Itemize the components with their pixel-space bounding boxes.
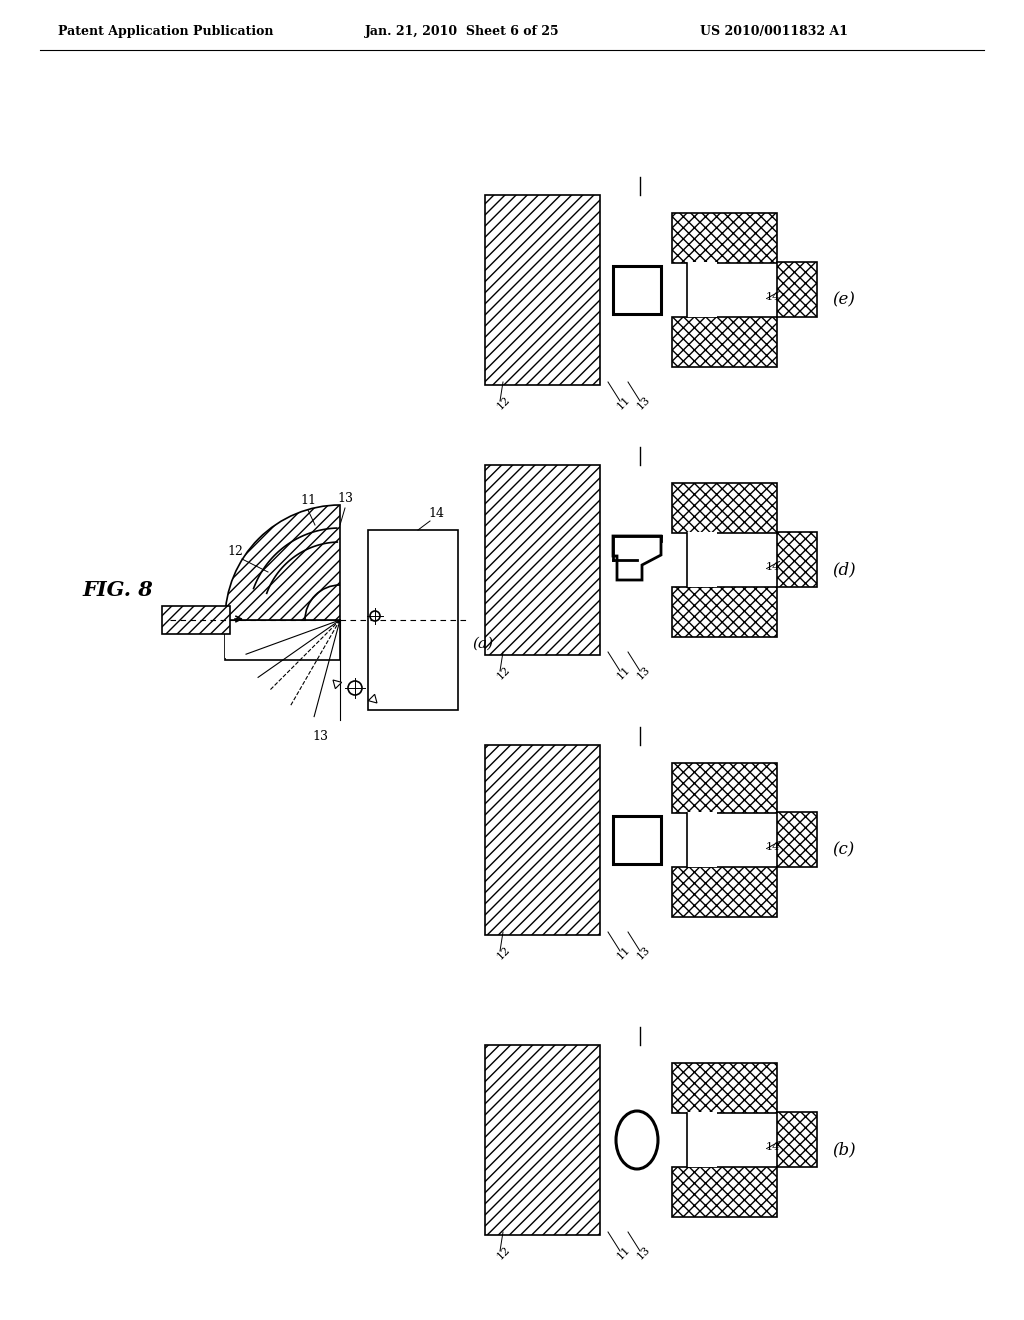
Text: 12: 12 bbox=[495, 664, 512, 681]
Bar bbox=[777, 532, 817, 587]
Bar bbox=[613, 816, 662, 865]
Text: Patent Application Publication: Patent Application Publication bbox=[58, 25, 273, 38]
Text: 11: 11 bbox=[615, 944, 632, 961]
Circle shape bbox=[348, 681, 362, 696]
Bar bbox=[672, 1167, 777, 1217]
Bar bbox=[672, 213, 777, 263]
Text: 11: 11 bbox=[615, 664, 632, 681]
Text: 13: 13 bbox=[312, 730, 328, 743]
Text: 12: 12 bbox=[227, 545, 243, 558]
Bar bbox=[777, 812, 817, 867]
Wedge shape bbox=[225, 506, 340, 620]
Text: 13: 13 bbox=[337, 492, 353, 506]
Text: 14: 14 bbox=[766, 1142, 780, 1152]
Bar bbox=[687, 261, 717, 317]
Bar bbox=[672, 317, 777, 367]
Bar bbox=[687, 532, 717, 587]
Bar bbox=[225, 620, 340, 660]
Bar bbox=[672, 483, 777, 533]
Text: 14: 14 bbox=[766, 842, 780, 851]
Text: 13: 13 bbox=[635, 664, 652, 681]
Text: US 2010/0011832 A1: US 2010/0011832 A1 bbox=[700, 25, 848, 38]
Text: 14: 14 bbox=[766, 292, 780, 302]
Text: (a): (a) bbox=[472, 638, 494, 651]
Bar bbox=[672, 763, 777, 813]
Bar bbox=[485, 1045, 600, 1236]
Bar bbox=[485, 744, 600, 935]
Text: 12: 12 bbox=[495, 393, 512, 411]
Bar bbox=[613, 267, 662, 314]
Bar bbox=[672, 587, 777, 638]
Text: (b): (b) bbox=[831, 1142, 856, 1159]
Bar bbox=[485, 465, 600, 655]
Text: (c): (c) bbox=[831, 842, 854, 858]
Bar bbox=[687, 812, 717, 867]
Bar bbox=[687, 1111, 717, 1167]
Bar bbox=[672, 1063, 777, 1113]
Text: 12: 12 bbox=[495, 1243, 512, 1261]
Circle shape bbox=[370, 611, 380, 620]
Bar bbox=[368, 531, 458, 710]
Text: Jan. 21, 2010  Sheet 6 of 25: Jan. 21, 2010 Sheet 6 of 25 bbox=[365, 25, 560, 38]
Bar bbox=[672, 867, 777, 917]
Bar bbox=[777, 1111, 817, 1167]
Polygon shape bbox=[613, 536, 662, 579]
Bar bbox=[485, 195, 600, 385]
Text: 13: 13 bbox=[635, 1243, 652, 1261]
Bar bbox=[162, 606, 230, 634]
Text: 11: 11 bbox=[300, 494, 316, 507]
Text: 11: 11 bbox=[615, 393, 632, 411]
Text: 14: 14 bbox=[766, 562, 780, 572]
Text: 11: 11 bbox=[615, 1243, 632, 1261]
Text: (e): (e) bbox=[831, 292, 855, 309]
Ellipse shape bbox=[616, 1111, 658, 1170]
Text: 12: 12 bbox=[495, 944, 512, 961]
Bar bbox=[777, 261, 817, 317]
Text: 13: 13 bbox=[635, 944, 652, 961]
Polygon shape bbox=[333, 680, 342, 689]
Text: FIG. 8: FIG. 8 bbox=[82, 579, 153, 601]
Text: 14: 14 bbox=[428, 507, 444, 520]
Bar bbox=[225, 620, 338, 657]
Polygon shape bbox=[369, 694, 377, 704]
Text: (d): (d) bbox=[831, 561, 856, 578]
Text: 13: 13 bbox=[635, 393, 652, 411]
